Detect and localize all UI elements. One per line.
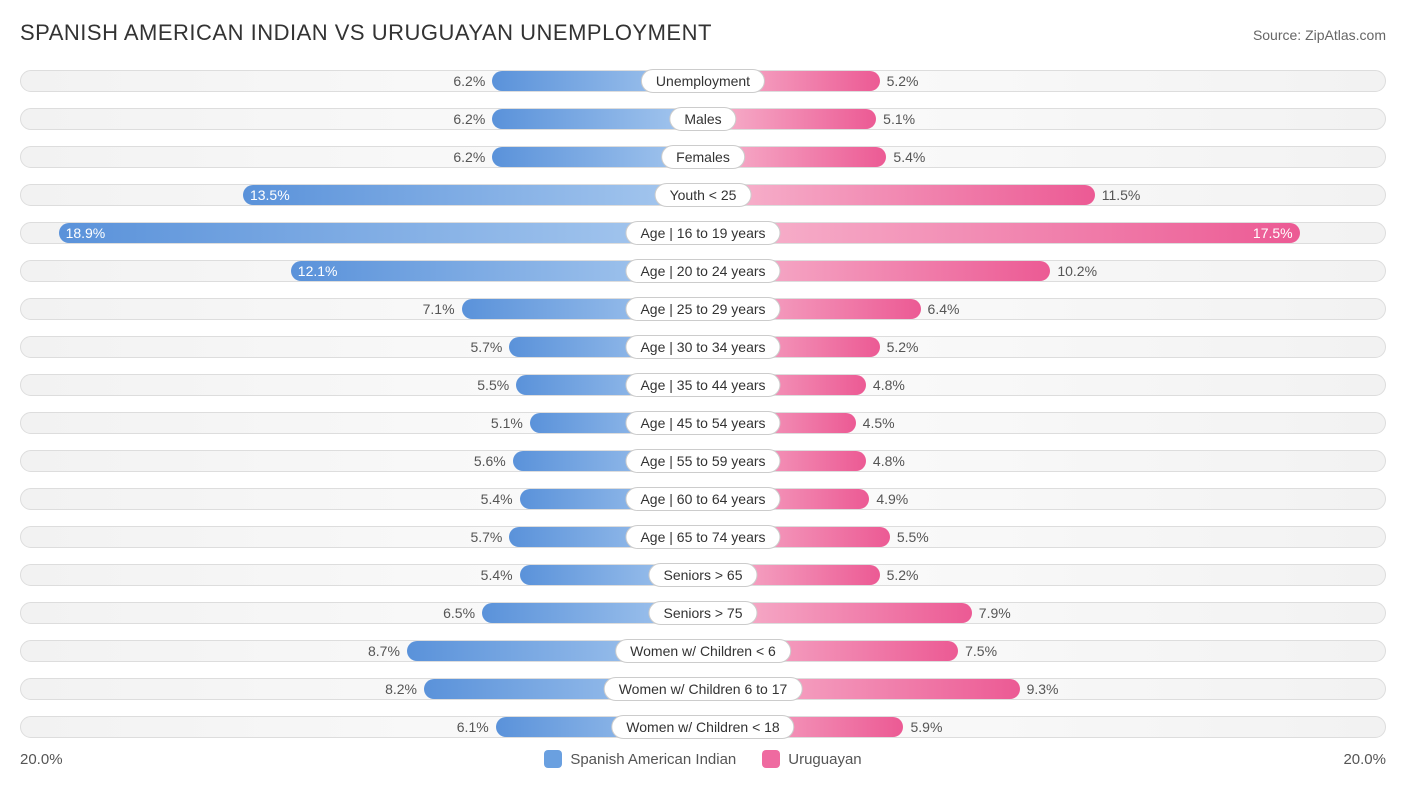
chart-title: SPANISH AMERICAN INDIAN VS URUGUAYAN UNE… — [20, 20, 712, 46]
value-label-right: 4.9% — [870, 488, 914, 510]
legend-label-left: Spanish American Indian — [570, 751, 736, 768]
chart-row: 7.1% 6.4% Age | 25 to 29 years — [20, 292, 1386, 326]
legend-item-left: Spanish American Indian — [544, 750, 736, 768]
legend: Spanish American Indian Uruguayan — [63, 750, 1344, 768]
bar-right — [704, 223, 1300, 243]
chart-row: 12.1% 10.2% Age | 20 to 24 years — [20, 254, 1386, 288]
value-label-left: 18.9% — [58, 222, 114, 244]
value-label-left: 5.4% — [475, 488, 519, 510]
chart-row: 5.7% 5.5% Age | 65 to 74 years — [20, 520, 1386, 554]
category-label: Age | 16 to 19 years — [625, 221, 780, 245]
value-label-right: 5.9% — [904, 716, 948, 738]
value-label-left: 5.7% — [464, 336, 508, 358]
category-label: Women w/ Children < 18 — [611, 715, 794, 739]
value-label-right: 7.9% — [973, 602, 1017, 624]
value-label-right: 4.8% — [867, 450, 911, 472]
category-label: Age | 35 to 44 years — [625, 373, 780, 397]
value-label-left: 5.6% — [468, 450, 512, 472]
value-label-right: 6.4% — [922, 298, 966, 320]
value-label-left: 13.5% — [242, 184, 298, 206]
category-label: Age | 60 to 64 years — [625, 487, 780, 511]
category-label: Youth < 25 — [655, 183, 752, 207]
category-label: Age | 65 to 74 years — [625, 525, 780, 549]
category-label: Females — [661, 145, 745, 169]
value-label-right: 11.5% — [1096, 184, 1147, 206]
value-label-left: 12.1% — [290, 260, 346, 282]
value-label-right: 10.2% — [1051, 260, 1103, 282]
value-label-left: 6.2% — [447, 146, 491, 168]
category-label: Seniors > 75 — [649, 601, 758, 625]
chart-row: 5.1% 4.5% Age | 45 to 54 years — [20, 406, 1386, 440]
value-label-left: 6.5% — [437, 602, 481, 624]
value-label-right: 7.5% — [959, 640, 1003, 662]
bar-right — [704, 185, 1095, 205]
axis-max-left: 20.0% — [20, 751, 63, 768]
value-label-left: 6.1% — [451, 716, 495, 738]
source-attribution: Source: ZipAtlas.com — [1253, 27, 1386, 43]
chart-row: 6.1% 5.9% Women w/ Children < 18 — [20, 710, 1386, 744]
legend-swatch-left — [544, 750, 562, 768]
chart-row: 18.9% 17.5% Age | 16 to 19 years — [20, 216, 1386, 250]
category-label: Unemployment — [641, 69, 765, 93]
bar-left — [243, 185, 702, 205]
value-label-left: 6.2% — [447, 108, 491, 130]
category-label: Women w/ Children < 6 — [615, 639, 791, 663]
diverging-bar-chart: 6.2% 5.2% Unemployment 6.2% 5.1% Males 6.2% 5.4… — [20, 64, 1386, 744]
category-label: Age | 45 to 54 years — [625, 411, 780, 435]
chart-row: 6.2% 5.4% Females — [20, 140, 1386, 174]
value-label-right: 5.2% — [881, 70, 925, 92]
category-label: Age | 30 to 34 years — [625, 335, 780, 359]
chart-row: 5.5% 4.8% Age | 35 to 44 years — [20, 368, 1386, 402]
chart-row: 5.4% 4.9% Age | 60 to 64 years — [20, 482, 1386, 516]
category-label: Age | 55 to 59 years — [625, 449, 780, 473]
source-prefix: Source: — [1253, 27, 1305, 43]
value-label-right: 4.5% — [857, 412, 901, 434]
chart-row: 6.5% 7.9% Seniors > 75 — [20, 596, 1386, 630]
value-label-left: 7.1% — [417, 298, 461, 320]
chart-row: 8.2% 9.3% Women w/ Children 6 to 17 — [20, 672, 1386, 706]
chart-row: 5.6% 4.8% Age | 55 to 59 years — [20, 444, 1386, 478]
category-label: Age | 25 to 29 years — [625, 297, 780, 321]
chart-row: 6.2% 5.1% Males — [20, 102, 1386, 136]
legend-item-right: Uruguayan — [762, 750, 861, 768]
value-label-left: 8.2% — [379, 678, 423, 700]
value-label-right: 5.4% — [887, 146, 931, 168]
value-label-left: 6.2% — [447, 70, 491, 92]
bar-left — [59, 223, 702, 243]
category-label: Age | 20 to 24 years — [625, 259, 780, 283]
category-label: Seniors > 65 — [649, 563, 758, 587]
value-label-left: 5.7% — [464, 526, 508, 548]
value-label-right: 5.5% — [891, 526, 935, 548]
axis-max-right: 20.0% — [1343, 751, 1386, 768]
value-label-left: 5.5% — [471, 374, 515, 396]
value-label-left: 5.4% — [475, 564, 519, 586]
legend-swatch-right — [762, 750, 780, 768]
value-label-right: 5.2% — [881, 564, 925, 586]
chart-row: 5.7% 5.2% Age | 30 to 34 years — [20, 330, 1386, 364]
chart-row: 13.5% 11.5% Youth < 25 — [20, 178, 1386, 212]
legend-label-right: Uruguayan — [788, 751, 861, 768]
value-label-left: 8.7% — [362, 640, 406, 662]
value-label-right: 4.8% — [867, 374, 911, 396]
value-label-right: 5.1% — [877, 108, 921, 130]
value-label-left: 5.1% — [485, 412, 529, 434]
source-name: ZipAtlas.com — [1305, 27, 1386, 43]
value-label-right: 9.3% — [1021, 678, 1065, 700]
value-label-right: 5.2% — [881, 336, 925, 358]
chart-row: 8.7% 7.5% Women w/ Children < 6 — [20, 634, 1386, 668]
chart-row: 5.4% 5.2% Seniors > 65 — [20, 558, 1386, 592]
chart-row: 6.2% 5.2% Unemployment — [20, 64, 1386, 98]
value-label-right: 17.5% — [1245, 222, 1301, 244]
category-label: Women w/ Children 6 to 17 — [604, 677, 803, 701]
category-label: Males — [669, 107, 736, 131]
